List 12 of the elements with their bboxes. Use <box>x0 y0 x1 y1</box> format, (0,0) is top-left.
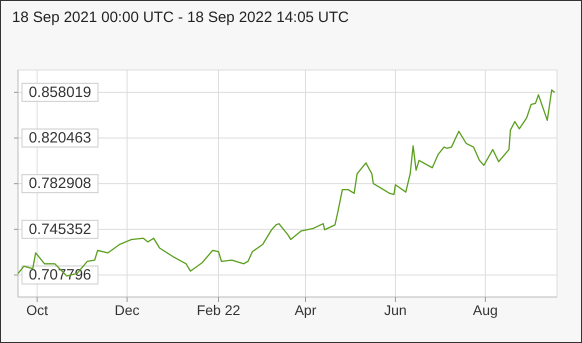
y-tick-label: 0.782908 <box>28 175 92 192</box>
x-tick-label: Oct <box>26 302 48 318</box>
x-tick-label: Aug <box>472 302 498 318</box>
x-tick-label: Apr <box>294 302 317 318</box>
x-tick-label: Dec <box>114 302 140 318</box>
x-tick-label: Feb 22 <box>196 302 241 318</box>
x-tick-label: Jun <box>384 302 407 318</box>
y-tick-label: 0.820463 <box>28 130 92 147</box>
y-tick-label: 0.707796 <box>28 266 92 284</box>
y-tick-label: 0.858019 <box>28 84 92 101</box>
y-tick-label: 0.745352 <box>28 220 92 238</box>
chart-title: 18 Sep 2021 00:00 UTC - 18 Sep 2022 14:05 UTC <box>12 9 350 26</box>
